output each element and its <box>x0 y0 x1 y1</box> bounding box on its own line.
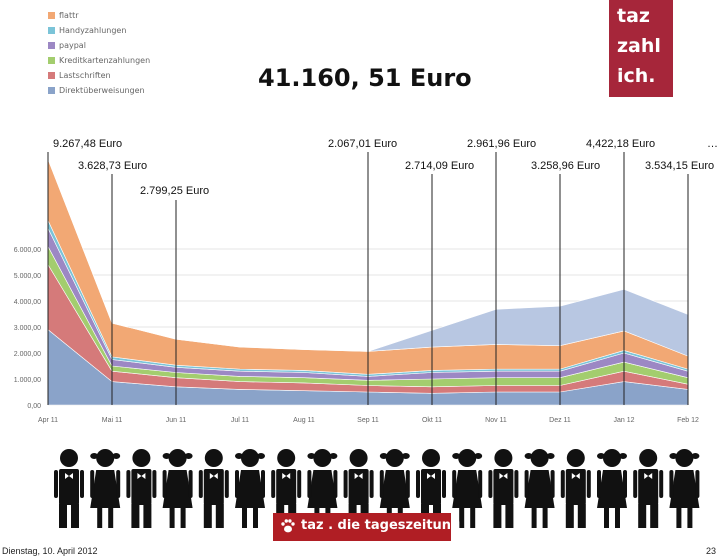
legend-swatch <box>48 12 55 19</box>
legend-swatch <box>48 57 55 64</box>
page-number: 23 <box>706 546 717 556</box>
monthly-label-jan: 4,422,18 Euro <box>586 138 656 150</box>
x-tick-label: Jul 11 <box>231 417 249 424</box>
taz-tageszeitung-banner: taz . die tageszeitung <box>273 513 460 541</box>
legend-swatch <box>48 72 55 79</box>
total-amount-heading: 41.160, 51 Euro <box>258 64 472 92</box>
paw-icon <box>281 519 295 533</box>
figure-girl-icon <box>379 449 410 528</box>
footer-date: Dienstag, 10. April 2012 <box>2 546 98 556</box>
x-tick-label: Apr 11 <box>38 417 58 424</box>
figure-boy-icon <box>560 449 591 528</box>
x-tick-label: Mai 11 <box>102 417 123 424</box>
x-axis-labels: Apr 11 Mai 11 Jun 11 Jul 11 Aug 11 Sep 11 Okt … <box>38 417 699 424</box>
y-tick-label: 3.000,00 <box>14 325 41 332</box>
figure-boy-icon <box>126 449 157 528</box>
legend-label: Kreditkartenzahlungen <box>59 56 151 65</box>
logo-line: zahl <box>617 35 661 57</box>
y-tick-label: 0,00 <box>27 403 41 410</box>
monthly-label-mai: 3.628,73 Euro <box>78 160 148 172</box>
legend-swatch <box>48 87 55 94</box>
figure-boy-icon <box>54 449 84 528</box>
label-leader-lines <box>47 152 689 405</box>
x-tick-label: Nov 11 <box>485 417 507 424</box>
y-tick-label: 2.000,00 <box>14 351 41 358</box>
figure-boy-icon <box>633 449 664 528</box>
logo-line: taz <box>617 5 650 27</box>
figure-girl-icon <box>524 449 555 528</box>
figure-girl-icon <box>669 449 700 528</box>
figure-girl-icon <box>307 449 338 528</box>
figure-girl-icon <box>90 449 121 528</box>
legend-label: flattr <box>59 11 79 20</box>
figure-girl-icon <box>162 449 193 528</box>
monthly-label-sep: 2.067,01 Euro <box>328 138 398 150</box>
y-axis-labels: 0,00 1.000,00 2.000,00 3.000,00 4.000,00 5.00… <box>14 247 41 410</box>
legend-label: Lastschriften <box>59 71 111 80</box>
x-tick-label: Jun 11 <box>166 417 187 424</box>
taz-zahl-ich-logo: taz zahl ich. <box>609 0 673 97</box>
banner-text: taz . die tageszeitung <box>301 518 461 533</box>
y-tick-label: 4.000,00 <box>14 299 41 306</box>
figure-girl-icon <box>235 449 265 528</box>
legend-swatch <box>48 42 55 49</box>
figure-girl-icon <box>597 449 627 528</box>
x-tick-label: Sep 11 <box>357 417 379 424</box>
x-tick-label: Okt 11 <box>422 417 442 424</box>
monthly-label-feb: 3.534,15 Euro <box>645 160 715 172</box>
donations-area-chart: 0,00 1.000,00 2.000,00 3.000,00 4.000,00 5.00… <box>14 152 699 424</box>
figure-boy-icon <box>198 449 229 528</box>
legend-label: paypal <box>59 41 86 50</box>
legend-label: Handyzahlungen <box>59 26 127 35</box>
monthly-label-jun: 2.799,25 Euro <box>140 185 210 197</box>
monthly-label-dez: 3.258,96 Euro <box>531 160 601 172</box>
figure-boy-icon <box>488 449 519 528</box>
x-tick-label: Jan 12 <box>613 417 634 424</box>
legend-swatch <box>48 27 55 34</box>
monthly-label-apr: 9.267,48 Euro <box>53 138 123 150</box>
figure-girl-icon <box>452 449 483 528</box>
monthly-label-more: … <box>707 138 718 150</box>
x-tick-label: Aug 11 <box>293 417 315 424</box>
legend-label: Direktüberweisungen <box>59 86 145 95</box>
y-tick-label: 6.000,00 <box>14 247 41 254</box>
logo-line: ich. <box>617 65 656 87</box>
x-tick-label: Dez 11 <box>549 417 571 424</box>
monthly-label-okt: 2.714,09 Euro <box>405 160 475 172</box>
y-tick-label: 5.000,00 <box>14 273 41 280</box>
x-tick-label: Feb 12 <box>677 417 699 424</box>
monthly-label-nov: 2.961,96 Euro <box>467 138 537 150</box>
y-tick-label: 1.000,00 <box>14 377 41 384</box>
